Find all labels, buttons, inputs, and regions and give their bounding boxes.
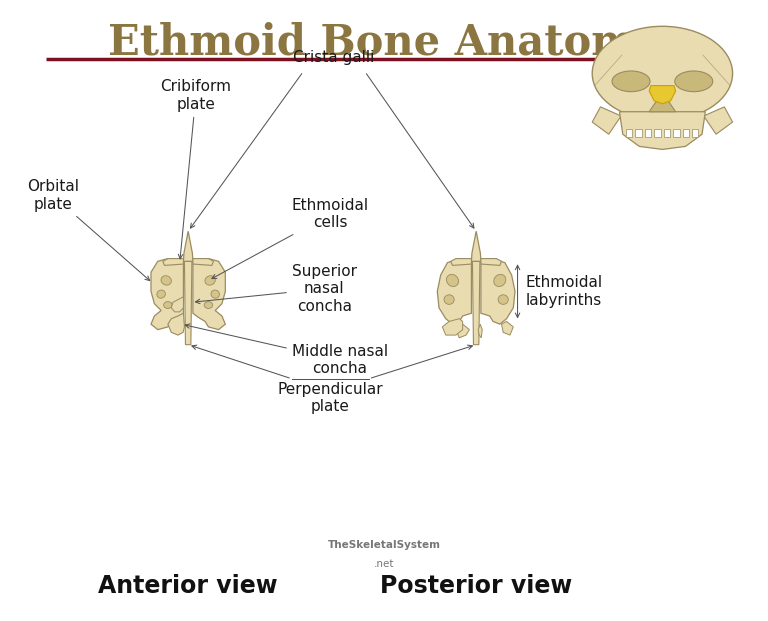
Polygon shape bbox=[193, 258, 214, 265]
Bar bbox=[683, 129, 689, 137]
Bar bbox=[673, 129, 680, 137]
Polygon shape bbox=[703, 107, 733, 134]
Polygon shape bbox=[171, 297, 184, 312]
Bar bbox=[654, 129, 660, 137]
Text: Perpendicular
plate: Perpendicular plate bbox=[277, 382, 383, 414]
Polygon shape bbox=[168, 313, 184, 335]
Ellipse shape bbox=[204, 302, 213, 309]
Bar bbox=[635, 129, 642, 137]
Text: Ethmoid Bone Anatomy: Ethmoid Bone Anatomy bbox=[108, 22, 660, 64]
Polygon shape bbox=[649, 93, 676, 112]
Ellipse shape bbox=[612, 71, 650, 92]
Polygon shape bbox=[649, 86, 676, 104]
Ellipse shape bbox=[444, 295, 454, 304]
Ellipse shape bbox=[164, 302, 172, 309]
Polygon shape bbox=[620, 112, 705, 150]
Polygon shape bbox=[478, 324, 482, 338]
Text: Superior
nasal
concha: Superior nasal concha bbox=[196, 264, 357, 314]
Polygon shape bbox=[592, 107, 621, 134]
Polygon shape bbox=[442, 319, 462, 335]
Text: Cribiform
plate: Cribiform plate bbox=[161, 79, 231, 259]
Ellipse shape bbox=[498, 295, 508, 304]
Text: Ethmoidal
cells: Ethmoidal cells bbox=[212, 198, 369, 279]
Polygon shape bbox=[451, 258, 472, 265]
Ellipse shape bbox=[592, 26, 733, 120]
Text: Posterior view: Posterior view bbox=[380, 574, 572, 597]
Polygon shape bbox=[163, 258, 184, 265]
Text: Ethmoidal
labyrinths: Ethmoidal labyrinths bbox=[525, 275, 602, 307]
Polygon shape bbox=[437, 258, 472, 324]
Text: .net: .net bbox=[374, 559, 394, 569]
Polygon shape bbox=[481, 258, 502, 265]
Text: Orbital
plate: Orbital plate bbox=[27, 179, 150, 281]
Polygon shape bbox=[481, 258, 515, 324]
Ellipse shape bbox=[494, 274, 506, 286]
Polygon shape bbox=[472, 261, 480, 345]
Ellipse shape bbox=[675, 71, 713, 92]
Bar bbox=[692, 129, 698, 137]
Polygon shape bbox=[184, 231, 193, 261]
Text: Crista galli: Crista galli bbox=[293, 50, 375, 65]
Bar bbox=[645, 129, 651, 137]
Bar bbox=[664, 129, 670, 137]
Text: TheSkeletalSystem: TheSkeletalSystem bbox=[327, 540, 441, 550]
Polygon shape bbox=[151, 258, 184, 330]
Ellipse shape bbox=[157, 290, 165, 298]
Polygon shape bbox=[456, 324, 469, 338]
Polygon shape bbox=[472, 231, 481, 261]
Polygon shape bbox=[184, 261, 192, 345]
Ellipse shape bbox=[205, 276, 215, 285]
Ellipse shape bbox=[161, 276, 171, 285]
Polygon shape bbox=[193, 258, 225, 330]
Text: Anterior view: Anterior view bbox=[98, 574, 278, 597]
Polygon shape bbox=[502, 322, 513, 335]
Ellipse shape bbox=[211, 290, 220, 298]
Text: Middle nasal
concha: Middle nasal concha bbox=[185, 324, 388, 376]
Ellipse shape bbox=[446, 274, 458, 286]
Bar bbox=[626, 129, 632, 137]
